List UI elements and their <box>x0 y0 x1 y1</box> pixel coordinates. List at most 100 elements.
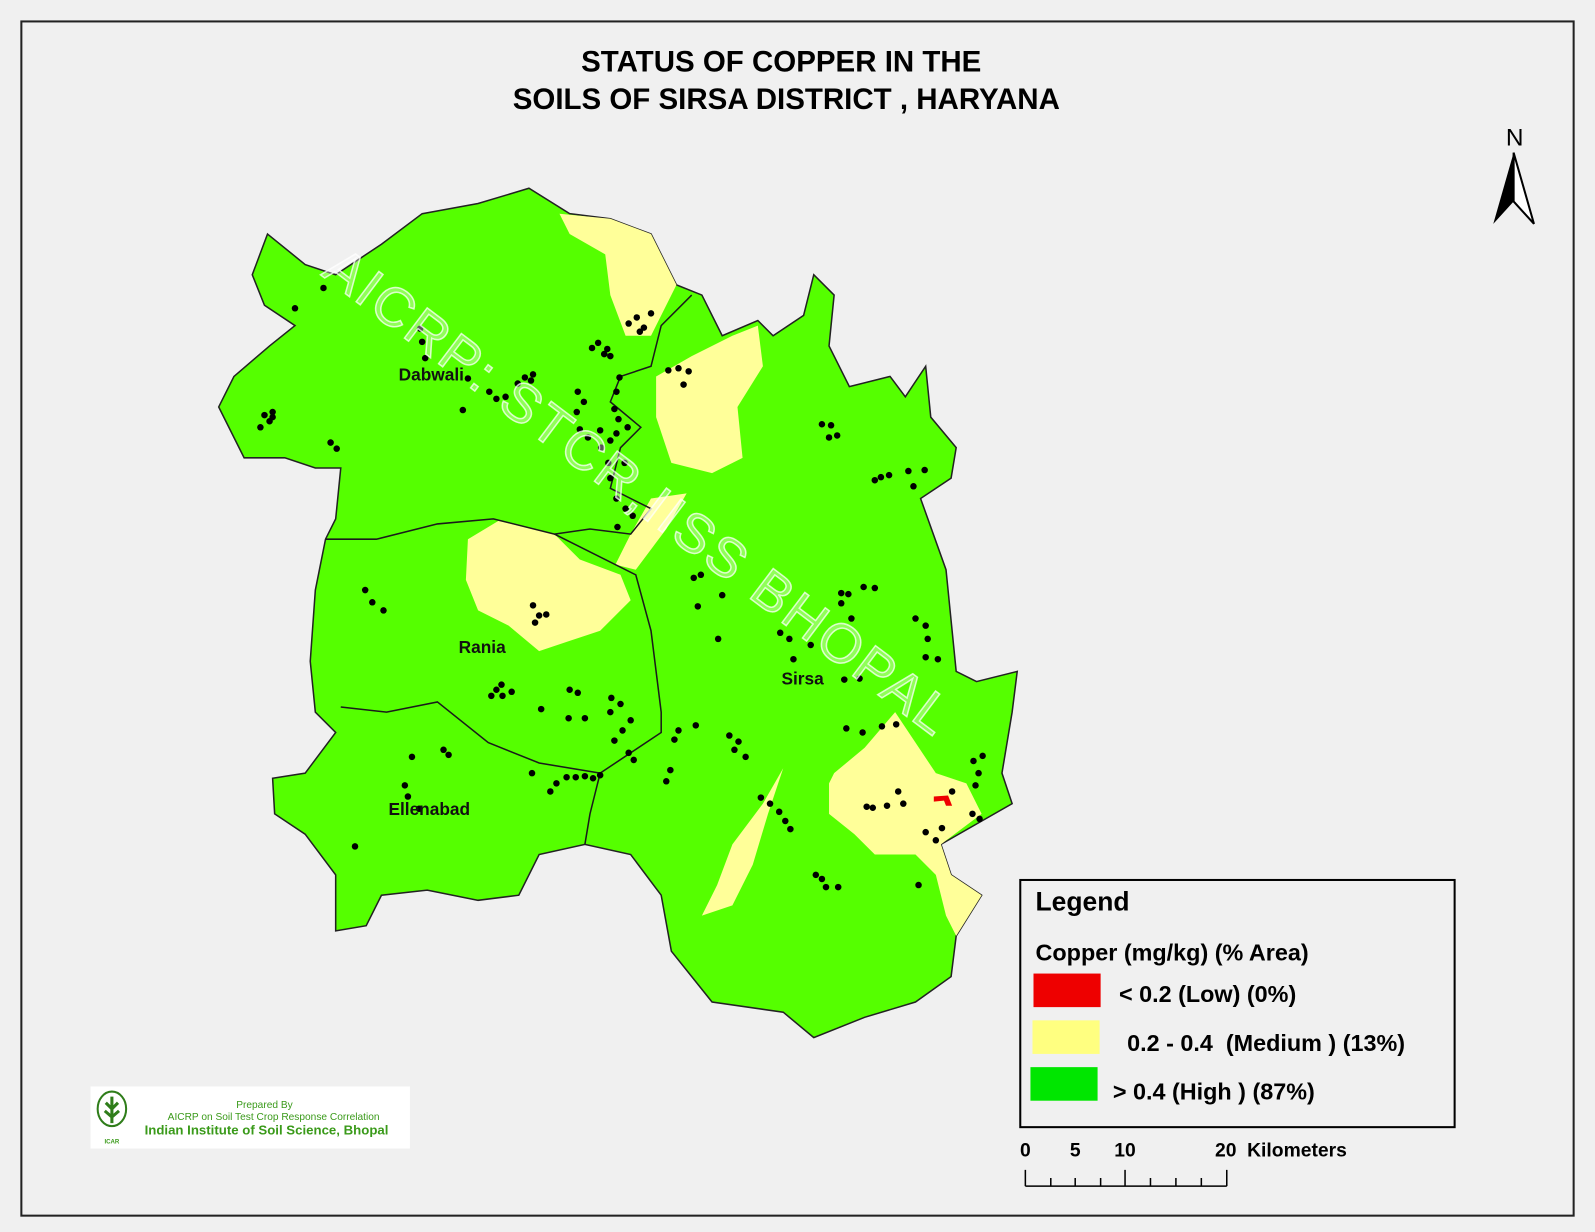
legend-title: Legend <box>1036 886 1130 916</box>
district-label-sirsa: Sirsa <box>781 669 824 689</box>
sample-point <box>934 655 942 663</box>
sample-point <box>269 413 276 421</box>
logo-text: ICAR <box>104 1138 119 1145</box>
sample-point <box>790 655 797 663</box>
sample-point <box>622 505 629 512</box>
sample-point <box>521 374 529 381</box>
sample-point <box>607 437 614 444</box>
sample-point <box>841 676 848 683</box>
sample-point <box>574 689 582 697</box>
sample-point <box>787 825 794 833</box>
sample-point <box>863 803 870 810</box>
sample-point <box>775 808 783 816</box>
sample-point <box>596 771 604 779</box>
sample-point <box>607 474 614 482</box>
sample-point <box>535 612 543 619</box>
sample-point <box>581 772 589 780</box>
sample-point <box>502 393 509 401</box>
sample-point <box>421 354 429 362</box>
sample-point <box>979 752 986 760</box>
credit-line-1: Prepared By <box>236 1100 293 1111</box>
sample-point <box>718 591 726 599</box>
legend-label-low: < 0.2 (Low) (0%) <box>1119 981 1296 1007</box>
low-zone <box>933 795 953 806</box>
legend-label-high: > 0.4 (High ) (87%) <box>1113 1079 1315 1105</box>
sample-point <box>596 427 604 434</box>
sample-point <box>726 732 733 739</box>
sample-point <box>843 725 850 732</box>
sample-point <box>597 444 605 451</box>
sample-point <box>537 705 545 713</box>
sample-point <box>611 737 618 744</box>
sample-point <box>975 769 982 777</box>
sample-point <box>892 721 900 728</box>
sample-point <box>624 424 631 431</box>
scale-tick-10: 10 <box>1114 1141 1135 1162</box>
sample-point <box>261 411 268 419</box>
sample-point <box>922 653 929 661</box>
sample-point <box>663 778 670 785</box>
sample-point <box>415 805 423 813</box>
scale-tick-0: 0 <box>1020 1141 1031 1162</box>
sample-point <box>812 871 820 879</box>
sample-point <box>665 367 672 374</box>
sample-point <box>416 325 424 332</box>
sample-point <box>837 589 845 597</box>
sample-point <box>633 314 641 321</box>
sample-point <box>807 641 814 649</box>
sample-point <box>636 328 644 335</box>
sample-point <box>581 714 589 722</box>
sample-point <box>922 828 929 836</box>
sample-point <box>900 800 907 807</box>
sample-point <box>580 398 588 406</box>
legend-swatch-high <box>1030 1067 1098 1101</box>
sample-point <box>327 439 334 446</box>
sample-point <box>493 395 500 403</box>
title-line-1: STATUS OF COPPER IN THE <box>581 45 981 78</box>
sample-point <box>675 365 682 372</box>
sample-point <box>527 377 535 384</box>
sample-point <box>529 371 537 378</box>
sample-point <box>871 584 879 592</box>
sample-point <box>757 794 765 801</box>
sample-point <box>871 476 879 484</box>
sample-point <box>333 445 340 452</box>
sample-point <box>894 788 902 795</box>
sample-point <box>818 420 826 428</box>
sample-point <box>269 408 276 416</box>
sample-point <box>257 424 264 431</box>
sample-point <box>845 590 852 598</box>
sample-point <box>617 700 624 708</box>
sample-point <box>837 600 845 607</box>
scale-tick-20: 20 <box>1215 1141 1236 1162</box>
sample-point <box>629 512 636 520</box>
sample-point <box>589 774 597 782</box>
sample-point <box>833 432 841 439</box>
sample-point <box>408 753 416 761</box>
legend-label-medium: 0.2 - 0.4 (Medium ) (13%) <box>1127 1030 1405 1056</box>
sample-point <box>615 415 622 423</box>
sample-point <box>508 688 515 696</box>
sample-point <box>834 883 842 891</box>
sample-point <box>869 804 877 812</box>
sample-point <box>822 883 830 891</box>
legend: Legend Copper (mg/kg) (% Area) < 0.2 (Lo… <box>1019 878 1456 1129</box>
sample-point <box>910 483 917 490</box>
sample-point <box>714 635 722 643</box>
sample-point <box>565 714 572 722</box>
sample-point <box>486 388 493 395</box>
sample-point <box>905 467 912 475</box>
sample-point <box>625 320 632 327</box>
sample-point <box>915 881 922 889</box>
sample-point <box>685 368 692 375</box>
sample-point <box>972 782 979 789</box>
sample-point <box>625 749 632 757</box>
sample-point <box>848 615 855 622</box>
legend-swatch-low <box>1033 973 1101 1008</box>
sample-point <box>528 769 536 777</box>
sample-point <box>856 675 863 682</box>
sample-point <box>697 571 705 579</box>
sample-point <box>607 708 614 716</box>
sample-point <box>735 738 742 745</box>
